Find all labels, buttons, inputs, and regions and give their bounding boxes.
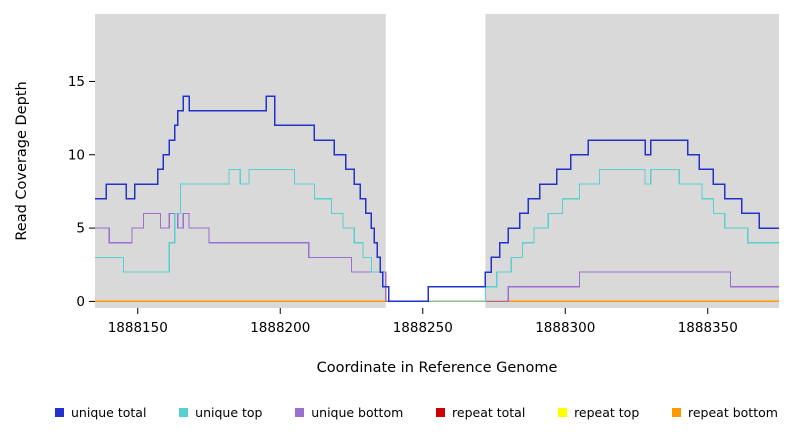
legend-label: repeat top (574, 404, 640, 420)
legend-item-repeat-total: repeat total (436, 405, 525, 420)
legend-label: unique top (195, 404, 263, 420)
legend-item-unique-bottom: unique bottom (295, 405, 403, 420)
x-tick-label: 1888200 (250, 320, 310, 336)
no-data-region (385, 14, 486, 308)
legend-label: repeat total (452, 404, 526, 420)
legend-swatch-unique-bottom (295, 407, 305, 417)
legend-label: unique total (71, 404, 147, 420)
x-axis-label: Coordinate in Reference Genome (317, 360, 558, 376)
x-tick-label: 1888350 (678, 320, 738, 336)
legend-item-repeat-bottom: repeat bottom (672, 405, 778, 420)
legend-label: unique bottom (311, 404, 404, 420)
x-tick-label: 1888300 (535, 320, 595, 336)
legend-swatch-unique-total (55, 407, 64, 417)
legend-swatch-repeat-top (558, 407, 568, 417)
coverage-plot: 1888150 1888200 1888250 1888300 1888350 0 5 10 1… (14, 14, 779, 376)
legend-swatch-repeat-bottom (672, 407, 681, 417)
x-tick-label: 1888150 (108, 320, 168, 336)
legend-label: repeat bottom (688, 404, 778, 420)
legend-item-unique-total: unique total (55, 405, 146, 420)
series-line-unique-total (95, 95, 779, 303)
series-line-unique-bottom (95, 212, 779, 303)
series-line-unique-top (95, 168, 779, 303)
legend-item-repeat-top: repeat top (558, 405, 639, 420)
y-tick-label: 0 (76, 294, 85, 310)
legend-swatch-repeat-total (436, 407, 446, 417)
y-tick-label: 15 (68, 74, 85, 90)
legend: unique total unique top unique bottom repea… (0, 392, 792, 432)
legend-swatch-unique-top (179, 407, 189, 417)
y-tick-label: 10 (68, 147, 85, 163)
y-tick-label: 5 (76, 221, 85, 237)
y-axis-label: Read Coverage Depth (14, 81, 30, 240)
legend-item-unique-top: unique top (179, 405, 262, 420)
x-tick-label: 1888250 (393, 320, 453, 336)
